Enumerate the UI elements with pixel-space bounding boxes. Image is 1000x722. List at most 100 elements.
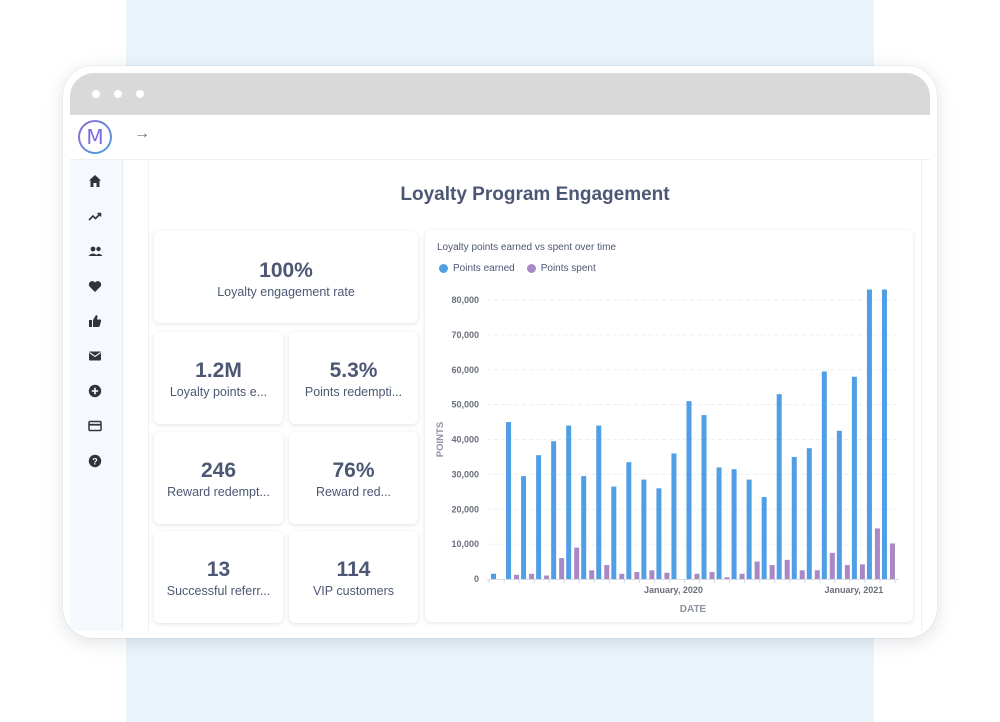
- bar-points-earned: [761, 497, 767, 579]
- top-bar: M →: [70, 115, 930, 160]
- bar-points-spent: [664, 572, 670, 579]
- metric-value: 13: [206, 558, 231, 581]
- bar-points-earned: [686, 401, 692, 579]
- metric-card[interactable]: 13 Successful referr...: [154, 531, 283, 623]
- bar-points-earned: [656, 488, 662, 579]
- logo-letter: M: [80, 122, 110, 152]
- bar-points-spent: [859, 564, 865, 579]
- bar-points-spent: [754, 561, 760, 579]
- bar-points-spent: [829, 552, 835, 579]
- bar-chart: 0 10,000 20,000 30,000 40,000 50,000 60,000 70,…: [435, 289, 899, 615]
- bar-points-spent: [784, 559, 790, 579]
- bar-points-spent: [559, 558, 565, 579]
- legend-item-earned[interactable]: Points earned: [439, 263, 515, 274]
- app-logo[interactable]: M: [78, 120, 112, 154]
- bar-points-spent: [874, 528, 880, 579]
- y-tick-label: 10,000: [451, 539, 479, 549]
- bar-points-spent: [694, 573, 700, 579]
- x-tick-label: January, 2021: [824, 585, 883, 595]
- bar-points-earned: [821, 371, 827, 579]
- metric-value: 5.3%: [329, 359, 378, 382]
- bar-points-spent: [619, 573, 625, 579]
- x-axis-label: DATE: [680, 604, 707, 615]
- legend-dot: [526, 264, 536, 273]
- metric-card[interactable]: 114 VIP customers: [289, 531, 418, 623]
- bar-points-earned: [581, 476, 587, 579]
- bar-points-spent: [604, 565, 610, 579]
- people-icon[interactable]: [86, 242, 104, 260]
- bar-points-spent: [844, 565, 850, 579]
- y-tick-label: 60,000: [451, 365, 479, 375]
- bar-points-earned: [611, 486, 617, 579]
- bar-points-spent: [769, 565, 775, 579]
- y-tick-label: 40,000: [451, 435, 479, 445]
- legend-dot: [439, 264, 448, 273]
- bar-points-earned: [881, 289, 887, 579]
- metric-label: Reward redempt...: [167, 485, 270, 499]
- bar-points-earned: [746, 479, 752, 579]
- plus-circle-icon[interactable]: [86, 382, 104, 400]
- bar-points-spent: [634, 572, 640, 579]
- bar-points-earned: [776, 394, 782, 579]
- window-control-dot[interactable]: [136, 90, 144, 98]
- bar-points-spent: [529, 573, 535, 579]
- metric-value: 246: [200, 459, 237, 482]
- metric-value: 76%: [332, 459, 375, 482]
- x-tick-label: January, 2020: [644, 585, 703, 595]
- bar-points-earned: [671, 453, 677, 579]
- legend-item-spent[interactable]: Points spent: [526, 263, 596, 274]
- metric-card[interactable]: 1.2M Loyalty points e...: [154, 332, 283, 424]
- chart-card[interactable]: Loyalty points earned vs spent over time…: [425, 230, 913, 622]
- svg-text:?: ?: [92, 456, 98, 466]
- home-icon[interactable]: [86, 172, 104, 190]
- metric-value: 100%: [259, 259, 313, 282]
- bar-points-earned: [491, 573, 496, 579]
- bar-points-spent: [889, 543, 895, 579]
- legend-label: Points earned: [453, 263, 515, 274]
- y-tick-label: 0: [474, 574, 479, 584]
- bar-points-spent: [574, 547, 580, 579]
- heart-icon[interactable]: [86, 277, 104, 295]
- metric-card[interactable]: 246 Reward redempt...: [154, 432, 283, 524]
- page-title: Loyalty Program Engagement: [400, 184, 670, 205]
- bar-points-earned: [731, 469, 737, 579]
- window-control-dot[interactable]: [92, 90, 100, 98]
- bar-points-earned: [506, 422, 512, 579]
- y-tick-label: 30,000: [451, 469, 479, 479]
- bar-points-earned: [716, 467, 722, 579]
- mail-icon[interactable]: [86, 347, 104, 365]
- bar-points-earned: [836, 430, 842, 579]
- bar-points-earned: [566, 425, 572, 579]
- credit-card-icon[interactable]: [86, 417, 104, 435]
- y-axis-label: POINTS: [435, 422, 446, 457]
- y-tick-label: 50,000: [451, 400, 479, 410]
- bar-points-spent: [814, 570, 820, 579]
- metric-label: Reward red...: [315, 485, 392, 499]
- forward-arrow-icon[interactable]: →: [134, 125, 150, 142]
- y-tick-label: 20,000: [451, 504, 479, 514]
- bar-points-earned: [521, 476, 527, 579]
- chart-title: Loyalty points earned vs spent over time: [437, 242, 616, 253]
- bar-points-spent: [799, 570, 805, 579]
- metric-label: Loyalty engagement rate: [217, 285, 355, 299]
- bar-points-earned: [626, 462, 632, 579]
- bar-points-spent: [589, 570, 595, 579]
- metric-label: VIP customers: [312, 584, 395, 598]
- bar-points-earned: [851, 376, 857, 579]
- bar-points-earned: [806, 448, 812, 579]
- window-control-dot[interactable]: [114, 90, 122, 98]
- bar-points-spent: [724, 577, 730, 579]
- metric-value: 114: [336, 558, 371, 581]
- metric-card[interactable]: 76% Reward red...: [289, 432, 418, 524]
- help-icon[interactable]: ?: [86, 452, 104, 470]
- thumbs-up-icon[interactable]: [86, 312, 104, 330]
- metric-value: 1.2M: [195, 359, 242, 382]
- trending-icon[interactable]: [86, 207, 104, 225]
- bar-points-earned: [536, 455, 542, 579]
- metric-card[interactable]: 5.3% Points redempti...: [289, 332, 418, 424]
- metric-label: Successful referr...: [166, 584, 271, 598]
- bar-points-earned: [701, 415, 707, 579]
- window-titlebar: [70, 73, 930, 115]
- bar-points-spent: [739, 573, 745, 579]
- metric-card[interactable]: 100% Loyalty engagement rate: [154, 231, 418, 323]
